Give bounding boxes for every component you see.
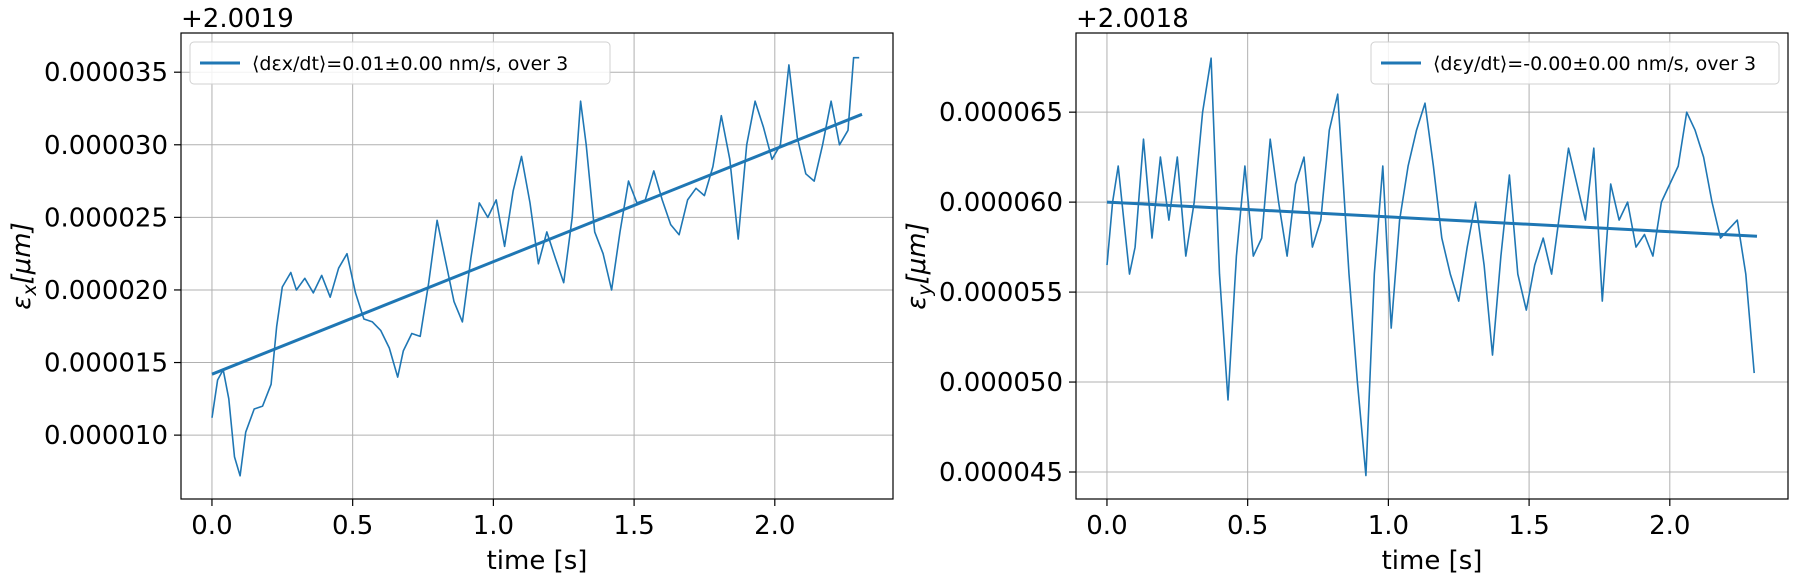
x-tick-label: 0.0 [1086, 511, 1127, 541]
y-axis-subscript: y [914, 284, 936, 297]
signal-line [211, 56, 860, 477]
signal-line [1106, 57, 1755, 477]
y-tick-label: 0.000010 [44, 421, 168, 451]
fit-line [1106, 200, 1758, 238]
chart-epsilon-y: 0.0 0.5 1.0 1.5 2.0 0.000045 0.000050 0.000055 0… [902, 4, 1789, 576]
y-axis-label: εy[μm] [902, 222, 936, 309]
axis-offset-label: +2.0018 [1076, 4, 1189, 34]
x-tick-label: 0.5 [332, 511, 373, 541]
x-tick-label: 1.5 [1508, 511, 1549, 541]
y-axis-symbol: ε [902, 296, 932, 310]
x-tick-label: 1.0 [1368, 511, 1409, 541]
y-axis-label: εx[μm] [7, 222, 41, 309]
legend-box [1370, 41, 1780, 85]
x-axis-label: time [s] [1382, 546, 1483, 576]
x-tick-label: 0.0 [191, 511, 232, 541]
x-tick-label: 1.5 [613, 511, 654, 541]
y-axis-unit: [μm] [902, 222, 932, 284]
y-tick-label: 0.000015 [44, 349, 168, 379]
y-tick-label: 0.000030 [44, 131, 168, 161]
y-axis-subscript: x [19, 284, 41, 297]
legend: ⟨dεx/dt⟩=0.01±0.00 nm/s, over 3 [189, 41, 611, 85]
y-tick-label: 0.000025 [44, 203, 168, 233]
plot-frame [180, 32, 894, 500]
legend-label: ⟨dεx/dt⟩=0.01±0.00 nm/s, over 3 [252, 53, 568, 75]
x-tick-label: 1.0 [473, 511, 514, 541]
legend-label: ⟨dεy/dt⟩=-0.00±0.00 nm/s, over 3 [1433, 53, 1756, 75]
x-tick-label: 0.5 [1227, 511, 1268, 541]
y-axis-unit: [μm] [7, 222, 37, 284]
y-tick-label: 0.000055 [939, 278, 1063, 308]
y-tick-label: 0.000035 [44, 58, 168, 88]
legend: ⟨dεy/dt⟩=-0.00±0.00 nm/s, over 3 [1370, 41, 1780, 85]
y-tick-label: 0.000050 [939, 368, 1063, 398]
x-axis-label: time [s] [487, 546, 588, 576]
x-tick-label: 2.0 [1649, 511, 1690, 541]
legend-box [189, 41, 611, 85]
chart-epsilon-x: 0.0 0.5 1.0 1.5 2.0 0.000010 0.000015 0.000020 0… [7, 4, 894, 576]
axis-offset-label: +2.0019 [181, 4, 294, 34]
y-tick-label: 0.000060 [939, 188, 1063, 218]
y-tick-label: 0.000045 [939, 458, 1063, 488]
x-tick-label: 2.0 [754, 511, 795, 541]
plot-frame [1075, 32, 1789, 500]
y-axis-symbol: ε [7, 296, 37, 310]
y-tick-label: 0.000020 [44, 276, 168, 306]
y-tick-label: 0.000065 [939, 98, 1063, 128]
fit-line [211, 112, 863, 376]
